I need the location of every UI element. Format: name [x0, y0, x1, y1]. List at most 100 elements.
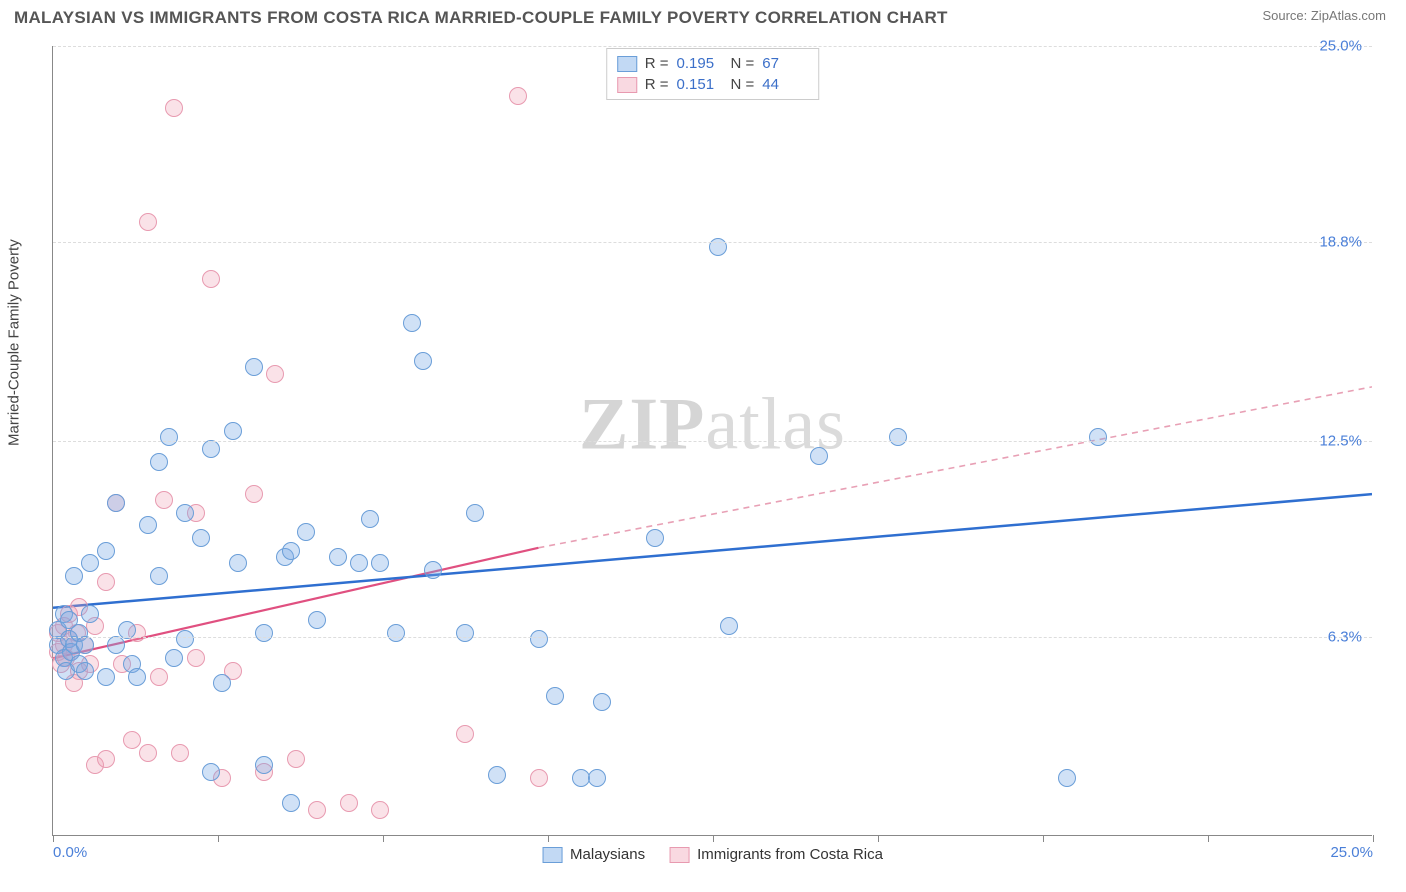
data-point: [150, 668, 168, 686]
data-point: [202, 440, 220, 458]
data-point: [329, 548, 347, 566]
data-point: [340, 794, 358, 812]
x-tick: [383, 835, 384, 842]
data-point: [350, 554, 368, 572]
data-point: [213, 674, 231, 692]
legend-series-item: Immigrants from Costa Rica: [669, 846, 883, 863]
data-point: [456, 725, 474, 743]
data-point: [308, 611, 326, 629]
data-point: [287, 750, 305, 768]
data-point: [720, 617, 738, 635]
data-point: [81, 605, 99, 623]
data-point: [97, 573, 115, 591]
data-point: [150, 453, 168, 471]
x-tick: [1043, 835, 1044, 842]
data-point: [488, 766, 506, 784]
gridline: [53, 441, 1372, 442]
legend-stat-row: R =0.195 N =67: [617, 53, 809, 74]
data-point: [255, 756, 273, 774]
data-point: [282, 542, 300, 560]
data-point: [150, 567, 168, 585]
data-point: [107, 636, 125, 654]
data-point: [282, 794, 300, 812]
data-point: [97, 750, 115, 768]
data-point: [139, 516, 157, 534]
correlation-legend: R =0.195 N =67 R =0.151 N =44: [606, 48, 820, 100]
data-point: [165, 649, 183, 667]
data-point: [97, 542, 115, 560]
data-point: [371, 801, 389, 819]
data-point: [171, 744, 189, 762]
data-point: [76, 636, 94, 654]
data-point: [245, 358, 263, 376]
x-tick: [713, 835, 714, 842]
data-point: [165, 99, 183, 117]
y-tick-label: 18.8%: [1319, 233, 1362, 250]
data-point: [76, 662, 94, 680]
data-point: [308, 801, 326, 819]
data-point: [160, 428, 178, 446]
data-point: [128, 668, 146, 686]
source-attribution: Source: ZipAtlas.com: [1262, 8, 1386, 23]
data-point: [229, 554, 247, 572]
gridline: [53, 637, 1372, 638]
data-point: [387, 624, 405, 642]
data-point: [456, 624, 474, 642]
data-point: [192, 529, 210, 547]
data-point: [371, 554, 389, 572]
data-point: [65, 567, 83, 585]
data-point: [810, 447, 828, 465]
data-point: [187, 649, 205, 667]
y-axis-label: Married-Couple Family Poverty: [6, 239, 23, 446]
data-point: [297, 523, 315, 541]
gridline: [53, 242, 1372, 243]
legend-swatch: [669, 847, 689, 863]
data-point: [466, 504, 484, 522]
data-point: [202, 270, 220, 288]
data-point: [123, 731, 141, 749]
data-point: [546, 687, 564, 705]
data-point: [97, 668, 115, 686]
y-tick-label: 25.0%: [1319, 38, 1362, 55]
x-tick: [218, 835, 219, 842]
x-tick: [1208, 835, 1209, 842]
data-point: [889, 428, 907, 446]
x-tick-label: 0.0%: [53, 844, 87, 861]
legend-stat-row: R =0.151 N =44: [617, 74, 809, 95]
data-point: [414, 352, 432, 370]
legend-swatch: [542, 847, 562, 863]
data-point: [588, 769, 606, 787]
watermark: ZIPatlas: [579, 382, 846, 467]
data-point: [424, 561, 442, 579]
data-point: [530, 769, 548, 787]
data-point: [361, 510, 379, 528]
data-point: [646, 529, 664, 547]
data-point: [509, 87, 527, 105]
x-tick: [548, 835, 549, 842]
data-point: [245, 485, 263, 503]
chart-plot-area: ZIPatlas R =0.195 N =67 R =0.151 N =44 6…: [52, 46, 1372, 836]
series-legend: Malaysians Immigrants from Costa Rica: [542, 846, 883, 863]
data-point: [202, 763, 220, 781]
legend-swatch: [617, 56, 637, 72]
data-point: [530, 630, 548, 648]
data-point: [266, 365, 284, 383]
legend-swatch: [617, 77, 637, 93]
data-point: [255, 624, 273, 642]
legend-series-item: Malaysians: [542, 846, 645, 863]
data-point: [81, 554, 99, 572]
y-tick-label: 6.3%: [1328, 628, 1362, 645]
x-tick: [1373, 835, 1374, 842]
y-tick-label: 12.5%: [1319, 433, 1362, 450]
data-point: [176, 630, 194, 648]
data-point: [139, 213, 157, 231]
x-tick: [878, 835, 879, 842]
x-tick: [53, 835, 54, 842]
data-point: [1058, 769, 1076, 787]
data-point: [593, 693, 611, 711]
data-point: [224, 422, 242, 440]
data-point: [118, 621, 136, 639]
chart-title: MALAYSIAN VS IMMIGRANTS FROM COSTA RICA …: [14, 8, 948, 28]
gridline: [53, 46, 1372, 47]
data-point: [155, 491, 173, 509]
